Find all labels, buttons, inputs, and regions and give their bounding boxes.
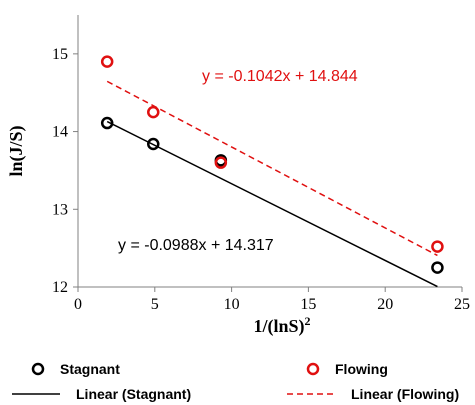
y-tick-label: 14: [52, 124, 68, 141]
x-tick-label: 20: [377, 296, 393, 313]
legend-stagnant-label: Stagnant: [60, 361, 120, 377]
x-tick-label: 10: [224, 296, 240, 313]
y-tick-label: 15: [52, 46, 68, 63]
flowing-point: [214, 156, 228, 169]
flowing-point: [147, 105, 160, 119]
stagnant-trendline: [106, 120, 438, 288]
flowing-point: [431, 240, 444, 253]
legend: Stagnant Linear (Stagnant) Flowing Linea…: [12, 361, 459, 402]
flowing-point: [100, 55, 114, 68]
x-tick-label: 0: [74, 296, 82, 313]
y-tick-label: 12: [52, 279, 68, 296]
flowing-trendline: [106, 80, 438, 257]
legend-linear-flowing-label: Linear (Flowing): [351, 386, 459, 402]
data-points: [100, 55, 444, 274]
x-tick-label: 15: [300, 296, 316, 313]
legend-flowing-marker: [306, 362, 320, 376]
x-tick-label: 5: [151, 296, 159, 313]
x-axis-title: 1/(lnS)2: [253, 314, 310, 337]
y-tick-label: 13: [52, 201, 68, 218]
stagnant-point: [147, 137, 160, 151]
x-axis-title-base: 1/(lnS): [253, 316, 304, 337]
trendlines: [106, 80, 438, 288]
legend-linear-stagnant-label: Linear (Stagnant): [76, 386, 191, 402]
stagnant-point: [431, 261, 444, 274]
flowing-equation: y = -0.1042x + 14.844: [202, 68, 358, 85]
stagnant-point: [100, 116, 114, 130]
x-tick-label: 25: [454, 296, 470, 313]
legend-flowing-label: Flowing: [335, 361, 388, 377]
y-axis-title: ln(J/S): [6, 125, 27, 176]
x-axis-title-superscript: 2: [305, 314, 311, 328]
x-ticks: 0 5 10 15 20 25: [74, 287, 470, 313]
stagnant-equation: y = -0.0988x + 14.317: [118, 237, 274, 254]
y-ticks: 12 13 14 15: [52, 46, 78, 296]
legend-stagnant-marker: [31, 362, 45, 376]
